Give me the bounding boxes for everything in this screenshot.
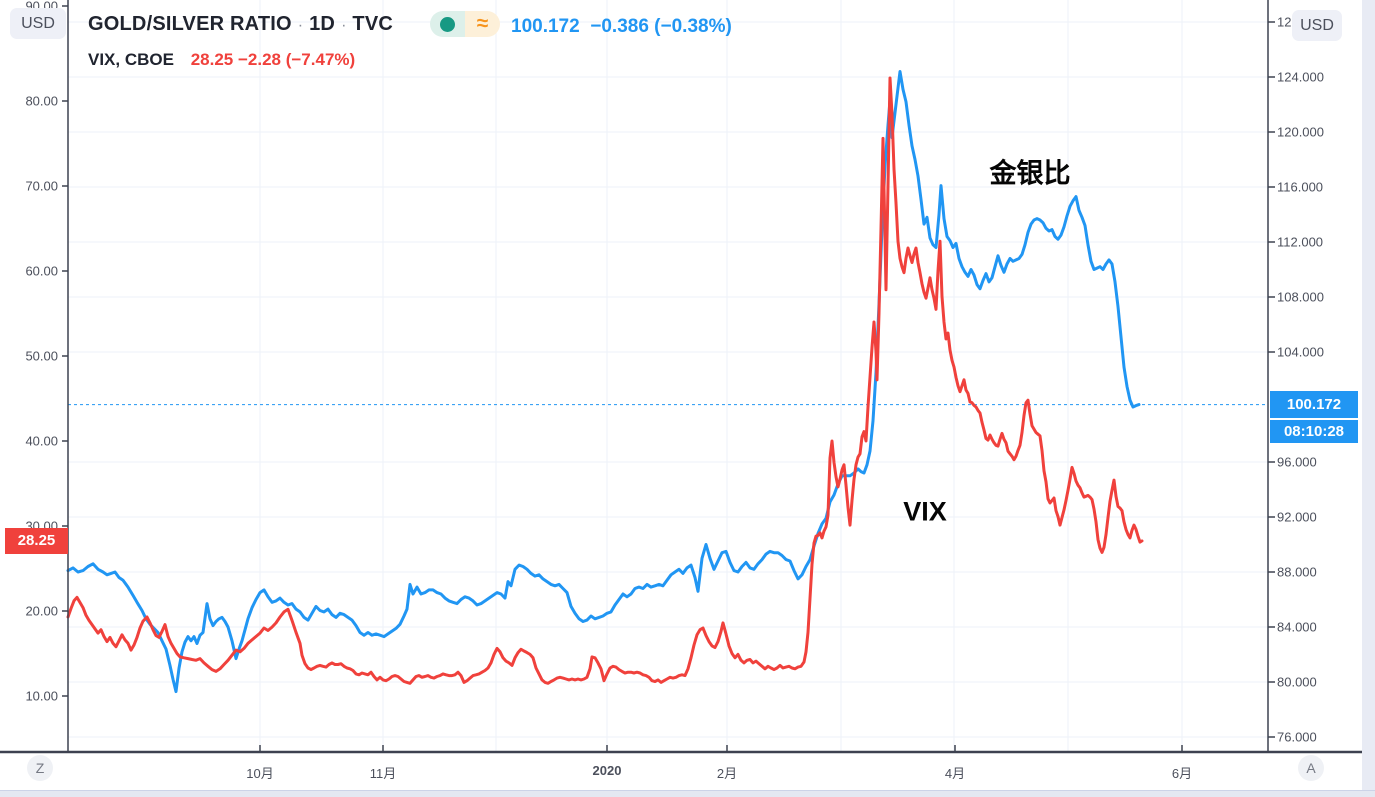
- right-price-label: 96.000: [1277, 454, 1317, 470]
- left-currency-badge[interactable]: USD: [10, 8, 66, 39]
- vix-price-badge: 28.25: [5, 527, 68, 554]
- series-gold-silver-ratio[interactable]: [66, 70, 1141, 694]
- series-vix[interactable]: [66, 76, 1144, 685]
- separator-dot: ·: [341, 17, 347, 34]
- left-price-label: 40.00: [25, 433, 58, 449]
- approx-icon: ≈: [476, 11, 489, 35]
- main-quote: 100.172 −0.386 (−0.38%): [511, 16, 732, 38]
- time-axis-label: 4月: [944, 766, 966, 781]
- approx-price-segment[interactable]: ≈: [465, 11, 500, 37]
- symbol-title[interactable]: GOLD/SILVER RATIO: [88, 13, 292, 35]
- main-series-legend[interactable]: GOLD/SILVER RATIO · 1D · TVC: [88, 13, 393, 36]
- left-price-label: 10.00: [25, 688, 58, 704]
- left-price-label: 50.00: [25, 348, 58, 364]
- ratio-price-badge: 100.172: [1270, 391, 1358, 419]
- overlay-quote: 28.25 −2.28 (−7.47%): [191, 50, 355, 69]
- right-price-label: 104.000: [1277, 344, 1324, 360]
- right-currency-badge[interactable]: USD: [1292, 10, 1342, 41]
- right-price-label: 120.000: [1277, 124, 1324, 140]
- left-price-label: 80.00: [25, 93, 58, 109]
- time-axis-label: 10月: [246, 766, 274, 781]
- bottom-edge-strip: [0, 790, 1375, 797]
- ratio-annotation-label: 金银比: [989, 158, 1071, 189]
- market-open-dot-icon: [440, 16, 455, 32]
- separator-dot: ·: [297, 17, 304, 34]
- price-change: −0.386 (−0.38%): [590, 16, 732, 37]
- left-price-label: 70.00: [25, 178, 58, 194]
- overlay-price: 28.25: [190, 50, 234, 69]
- time-axis-label: 2020: [592, 763, 622, 778]
- time-axis-label: 11月: [369, 766, 397, 781]
- right-price-label: 112.000: [1277, 234, 1324, 250]
- right-price-label: 116.000: [1277, 179, 1324, 195]
- right-price-label: 108.000: [1277, 289, 1324, 305]
- overlay-change: −2.28 (−7.47%): [237, 50, 356, 69]
- left-price-label: 20.00: [25, 603, 58, 619]
- time-axis-label: 2月: [716, 766, 738, 781]
- right-price-label: 76.000: [1277, 729, 1317, 745]
- right-price-label: 84.000: [1277, 619, 1317, 635]
- market-status-toggle[interactable]: ≈: [430, 11, 500, 37]
- bottom-right-a-button[interactable]: A: [1298, 755, 1324, 781]
- interval-label[interactable]: 1D: [309, 13, 336, 35]
- left-price-label: 60.00: [25, 263, 58, 279]
- last-price: 100.172: [511, 16, 580, 37]
- bottom-left-z-button[interactable]: Z: [27, 755, 53, 781]
- right-price-label: 124.000: [1277, 69, 1324, 85]
- overlay-symbol[interactable]: VIX, CBOE: [88, 50, 174, 69]
- exchange-label[interactable]: TVC: [352, 13, 394, 35]
- right-price-label: 88.000: [1277, 564, 1317, 580]
- time-axis-label: 6月: [1171, 766, 1193, 781]
- vix-annotation-label: VIX: [903, 496, 947, 527]
- market-open-segment[interactable]: [430, 11, 465, 37]
- right-price-label: 80.000: [1277, 674, 1317, 690]
- right-price-label: 92.000: [1277, 509, 1317, 525]
- right-scrollbar-strip[interactable]: [1362, 0, 1375, 797]
- overlay-series-legend[interactable]: VIX, CBOE 28.25 −2.28 (−7.47%): [88, 50, 355, 70]
- bar-countdown-badge: 08:10:28: [1270, 420, 1358, 444]
